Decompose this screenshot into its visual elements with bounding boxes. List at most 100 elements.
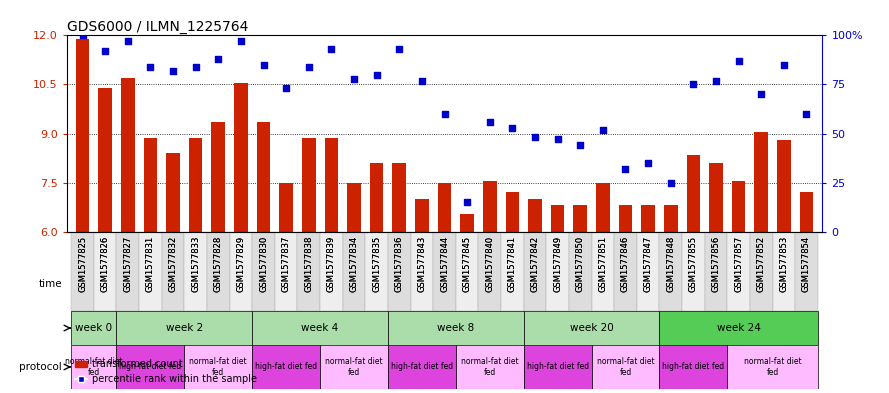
Text: GSM1577850: GSM1577850: [576, 236, 585, 292]
Text: GSM1577854: GSM1577854: [802, 236, 811, 292]
Point: [777, 62, 791, 68]
Text: GSM1577843: GSM1577843: [417, 236, 427, 292]
Point: [505, 125, 519, 131]
Bar: [461, 214, 474, 232]
Bar: [664, 206, 677, 232]
Text: normal-fat diet
fed: normal-fat diet fed: [597, 357, 654, 376]
Text: normal-fat diet
fed: normal-fat diet fed: [461, 357, 518, 376]
Bar: [76, 39, 89, 232]
Point: [596, 127, 610, 133]
FancyBboxPatch shape: [388, 311, 524, 345]
Text: GSM1577850: GSM1577850: [576, 236, 585, 292]
Text: GSM1577849: GSM1577849: [553, 236, 562, 292]
Text: GSM1577836: GSM1577836: [395, 236, 404, 292]
FancyBboxPatch shape: [116, 311, 252, 345]
Bar: [370, 163, 383, 232]
Bar: [348, 183, 361, 232]
Text: GSM1577842: GSM1577842: [531, 236, 540, 292]
Bar: [619, 206, 632, 232]
Text: GSM1577828: GSM1577828: [213, 236, 223, 292]
Bar: [234, 83, 248, 232]
FancyBboxPatch shape: [614, 232, 637, 311]
Bar: [528, 199, 541, 232]
Text: GSM1577848: GSM1577848: [666, 236, 676, 292]
Text: GSM1577827: GSM1577827: [124, 236, 132, 292]
Text: normal-fat diet
fed: normal-fat diet fed: [744, 357, 801, 376]
Point: [573, 142, 588, 149]
FancyBboxPatch shape: [727, 232, 750, 311]
Text: GSM1577845: GSM1577845: [462, 236, 472, 292]
Text: GSM1577829: GSM1577829: [236, 236, 245, 292]
Text: GSM1577832: GSM1577832: [169, 236, 178, 292]
FancyBboxPatch shape: [252, 311, 388, 345]
Text: normal-fat diet
fed: normal-fat diet fed: [65, 357, 123, 376]
Text: GSM1577855: GSM1577855: [689, 236, 698, 292]
FancyBboxPatch shape: [252, 232, 275, 311]
FancyBboxPatch shape: [252, 345, 320, 389]
Bar: [257, 122, 270, 232]
Text: GSM1577855: GSM1577855: [689, 236, 698, 292]
Text: GSM1577851: GSM1577851: [598, 236, 607, 292]
Bar: [777, 140, 790, 232]
Text: GSM1577848: GSM1577848: [666, 236, 676, 292]
Bar: [99, 88, 112, 232]
Text: GSM1577837: GSM1577837: [282, 236, 291, 292]
FancyBboxPatch shape: [229, 232, 252, 311]
Text: week 4: week 4: [301, 323, 339, 333]
Text: GSM1577833: GSM1577833: [191, 236, 200, 292]
Text: protocol: protocol: [20, 362, 62, 372]
Text: GSM1577826: GSM1577826: [100, 236, 109, 292]
Text: GSM1577846: GSM1577846: [621, 236, 630, 292]
Text: GSM1577825: GSM1577825: [78, 236, 87, 292]
Text: time: time: [38, 279, 62, 289]
Text: GSM1577852: GSM1577852: [757, 236, 765, 292]
FancyBboxPatch shape: [478, 232, 501, 311]
FancyBboxPatch shape: [184, 232, 207, 311]
Text: GSM1577829: GSM1577829: [236, 236, 245, 292]
Text: GSM1577842: GSM1577842: [531, 236, 540, 292]
FancyBboxPatch shape: [411, 232, 433, 311]
Point: [437, 111, 452, 117]
Bar: [415, 199, 428, 232]
FancyBboxPatch shape: [116, 232, 139, 311]
Text: GSM1577835: GSM1577835: [372, 236, 381, 292]
Bar: [755, 132, 768, 232]
Text: GSM1577857: GSM1577857: [734, 236, 743, 292]
Text: GSM1577827: GSM1577827: [124, 236, 132, 292]
Point: [256, 62, 270, 68]
FancyBboxPatch shape: [501, 232, 524, 311]
Text: GSM1577857: GSM1577857: [734, 236, 743, 292]
Point: [76, 32, 90, 39]
Text: GSM1577845: GSM1577845: [462, 236, 472, 292]
Point: [98, 48, 112, 54]
FancyBboxPatch shape: [320, 232, 342, 311]
Bar: [709, 163, 723, 232]
Bar: [597, 183, 610, 232]
Point: [709, 77, 723, 84]
FancyBboxPatch shape: [320, 345, 388, 389]
FancyBboxPatch shape: [298, 232, 320, 311]
Point: [392, 46, 406, 52]
Text: GDS6000 / ILMN_1225764: GDS6000 / ILMN_1225764: [67, 20, 248, 34]
Bar: [573, 206, 587, 232]
Point: [754, 91, 768, 97]
Text: GSM1577838: GSM1577838: [304, 236, 313, 292]
FancyBboxPatch shape: [275, 232, 298, 311]
FancyBboxPatch shape: [637, 232, 660, 311]
Text: week 20: week 20: [570, 323, 613, 333]
Text: GSM1577838: GSM1577838: [304, 236, 313, 292]
Point: [324, 46, 339, 52]
Text: week 8: week 8: [437, 323, 475, 333]
FancyBboxPatch shape: [433, 232, 456, 311]
Point: [686, 81, 701, 88]
Bar: [121, 78, 134, 232]
Bar: [686, 155, 701, 232]
Text: GSM1577841: GSM1577841: [508, 236, 517, 292]
FancyBboxPatch shape: [365, 232, 388, 311]
Point: [279, 85, 293, 92]
Text: GSM1577835: GSM1577835: [372, 236, 381, 292]
FancyBboxPatch shape: [524, 311, 660, 345]
Point: [166, 68, 180, 74]
Text: high-fat diet fed: high-fat diet fed: [255, 362, 317, 371]
Text: GSM1577843: GSM1577843: [417, 236, 427, 292]
